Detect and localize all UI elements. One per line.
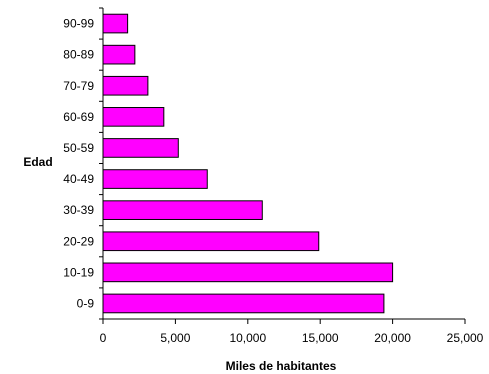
y-tick-label-40-49: 40-49: [63, 172, 94, 186]
bar-60-69: [102, 107, 165, 127]
bars-group: [102, 13, 394, 314]
bar-80-89: [102, 44, 136, 65]
x-tick-label: 25,000: [447, 331, 484, 345]
x-tick-label: 15,000: [302, 331, 339, 345]
bar-30-39: [102, 200, 263, 220]
bar-10-19: [102, 262, 394, 283]
bar-40-49: [102, 169, 208, 189]
y-tick-label-70-79: 70-79: [63, 79, 94, 93]
y-tick-label-20-29: 20-29: [63, 234, 94, 248]
x-tick-label: 0: [100, 331, 107, 345]
y-tick-label-80-89: 80-89: [63, 48, 94, 62]
x-axis: 0 5,000 10,000 15,000 20,000 25,000: [100, 318, 484, 345]
bar-20-29: [102, 231, 320, 252]
y-axis: 0-9 10-19 20-29 30-39 40-49 50-59 60-69 70-79 80…: [63, 7, 104, 320]
y-tick-label-30-39: 30-39: [63, 203, 94, 217]
bar-50-59: [102, 138, 179, 158]
y-tick-label-10-19: 10-19: [63, 265, 94, 279]
x-tick-label: 10,000: [229, 331, 266, 345]
bar-0-9: [102, 293, 385, 314]
bar-90-99: [102, 13, 129, 34]
x-tick-label: 5,000: [160, 331, 190, 345]
x-axis-title: Miles de habitantes: [226, 359, 337, 373]
y-tick-label-60-69: 60-69: [63, 110, 94, 124]
x-tick-label: 20,000: [374, 331, 411, 345]
y-tick-label-90-99: 90-99: [63, 17, 94, 31]
y-axis-title: Edad: [23, 155, 52, 169]
bar-70-79: [102, 75, 149, 96]
y-tick-label-50-59: 50-59: [63, 141, 94, 155]
y-tick-label-0-9: 0-9: [77, 296, 95, 310]
